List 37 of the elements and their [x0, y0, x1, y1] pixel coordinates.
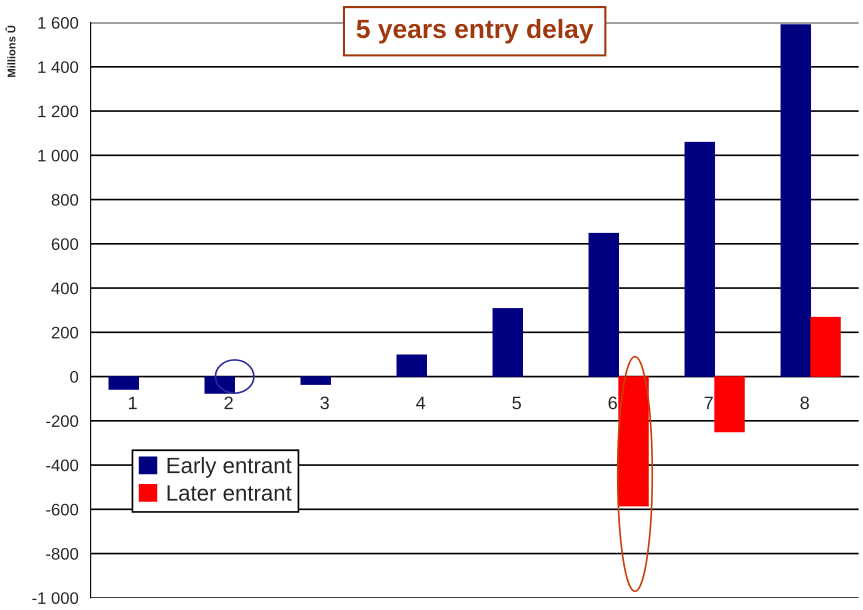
x-tick-label: 2: [224, 396, 233, 410]
y-tick-label: 200: [52, 326, 78, 339]
bar: [108, 376, 139, 390]
y-tick-label: 0: [70, 370, 78, 383]
y-tick-label: 1 000: [38, 150, 78, 162]
bar: [684, 142, 716, 377]
y-tick-label: -200: [46, 415, 78, 428]
y-tick-label: -1 000: [32, 592, 78, 604]
y-tick-label: 800: [52, 194, 78, 206]
x-tick-label: 5: [512, 396, 521, 410]
y-tick-label: -400: [46, 459, 78, 472]
x-tick-label: 7: [704, 396, 713, 410]
legend-label: Early entrant: [168, 457, 292, 478]
bar: [810, 316, 841, 377]
y-axis-title: Millions Û: [5, 26, 16, 77]
bar: [396, 354, 427, 377]
y-tick-label: 600: [52, 238, 78, 250]
bar: [300, 376, 331, 385]
y-tick-label: -600: [46, 504, 78, 516]
y-tick-label: 1 400: [38, 61, 78, 74]
x-tick-label: 6: [608, 396, 617, 410]
x-tick-label: 8: [800, 396, 809, 410]
bar: [588, 232, 620, 377]
legend-label: Later entrant: [168, 485, 292, 501]
y-tick-label: 400: [51, 282, 78, 294]
chart-title: 5 years entry delay: [356, 18, 594, 44]
x-tick-label: 4: [416, 396, 426, 410]
bar: [204, 376, 235, 394]
bar: [618, 376, 649, 506]
bar: [780, 24, 812, 377]
y-tick-label: -800: [46, 548, 78, 560]
bar: [714, 376, 745, 432]
x-tick-label: 3: [320, 396, 329, 410]
y-tick-label: 1 600: [38, 16, 78, 29]
bar: [492, 308, 524, 377]
y-tick-label: 1 200: [38, 105, 78, 118]
x-tick-label: 1: [128, 396, 137, 410]
